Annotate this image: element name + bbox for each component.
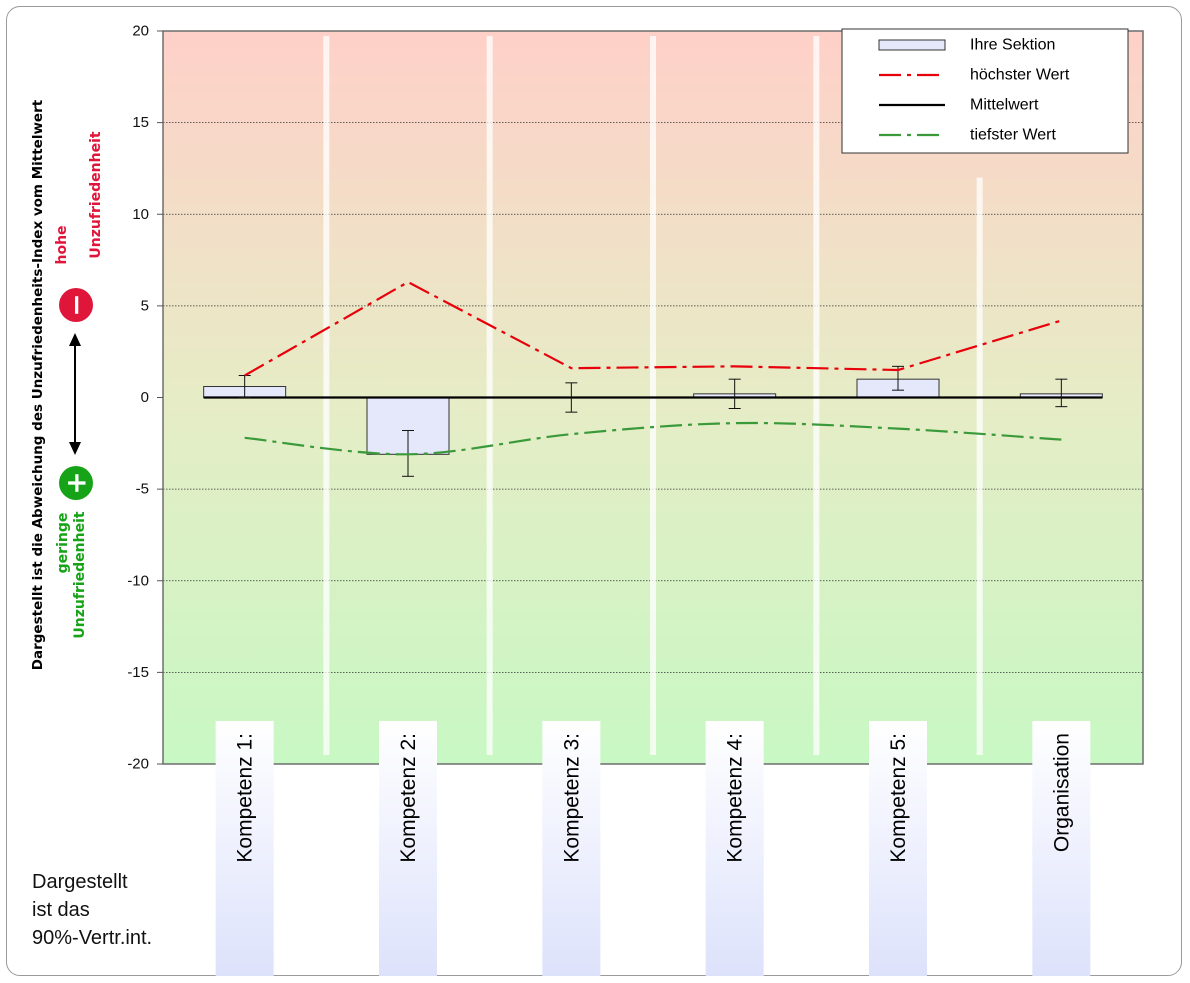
footnote-line-1: Dargestellt: [32, 871, 128, 893]
y-tick-label: 5: [141, 297, 149, 314]
y-tick-label: -10: [127, 572, 149, 589]
high-dissatisfaction-label-1: hohe: [54, 225, 70, 264]
category-labels: Kompetenz 1: Kompetenz 2: Kompetenz 3: Komp…: [215, 721, 1091, 976]
category-label: Kompetenz 4:: [724, 733, 747, 863]
y-tick-label: 0: [141, 389, 149, 406]
category-separator: [813, 36, 820, 755]
legend-swatch-bar: [878, 39, 946, 51]
confidence-interval-note: Dargestellt ist das 90%-Vertr.int.: [32, 868, 152, 952]
category-separator: [976, 177, 983, 756]
y-tick-label: 10: [132, 206, 149, 223]
y-axis-label: Dargestellt ist die Abweichung des Unzuf…: [30, 99, 46, 670]
category-label: Organisation: [1050, 733, 1073, 852]
legend-label: höchster Wert: [970, 67, 1070, 84]
y-tick-label: -15: [127, 664, 149, 681]
low-dissatisfaction-label-1: geringe: [55, 513, 71, 574]
category-label-box: [542, 721, 601, 976]
category-label-box: [379, 721, 437, 976]
category-label-box: [705, 721, 764, 976]
y-tick-label: -5: [136, 481, 149, 498]
legend-label: Ihre Sektion: [970, 37, 1055, 54]
footnote-line-2: ist das: [32, 899, 90, 921]
plus-symbol: +: [60, 471, 93, 494]
category-label: Kompetenz 3:: [560, 733, 583, 863]
category-label: Kompetenz 5:: [887, 733, 910, 863]
category-label: Kompetenz 2:: [397, 733, 420, 863]
legend: Ihre Sektion höchster Wert Mittelwert tiefs…: [841, 28, 1129, 154]
category-label-box: [869, 721, 927, 976]
category-separator: [650, 36, 656, 755]
y-tick-label: 15: [132, 114, 149, 131]
y-tick-label: 20: [132, 23, 149, 40]
high-dissatisfaction-label-2: Unzufriedenheit: [88, 131, 104, 258]
minus-circle-icon: −: [59, 288, 93, 322]
category-label-box: [1032, 721, 1091, 976]
category-label-box: [215, 721, 274, 976]
category-separator: [486, 36, 493, 755]
low-dissatisfaction-label-2: Unzufriedenheit: [72, 511, 88, 638]
side-annotations: Dargestellt ist die Abweichung des Unzuf…: [30, 99, 104, 670]
category-label: Kompetenz 1:: [234, 733, 257, 863]
double-arrow-icon: [69, 333, 81, 455]
legend-label: Mittelwert: [970, 97, 1039, 114]
series-line-tiefster-wert: [244, 421, 1062, 456]
minus-symbol: −: [60, 293, 93, 316]
footnote-line-3: 90%-Vertr.int.: [32, 927, 153, 949]
plus-circle-icon: +: [59, 466, 93, 500]
category-separator: [323, 36, 330, 755]
series-line-hoechster-wert: [244, 280, 1062, 377]
y-tick-label: -20: [127, 756, 149, 773]
legend-label: tiefster Wert: [970, 127, 1057, 144]
